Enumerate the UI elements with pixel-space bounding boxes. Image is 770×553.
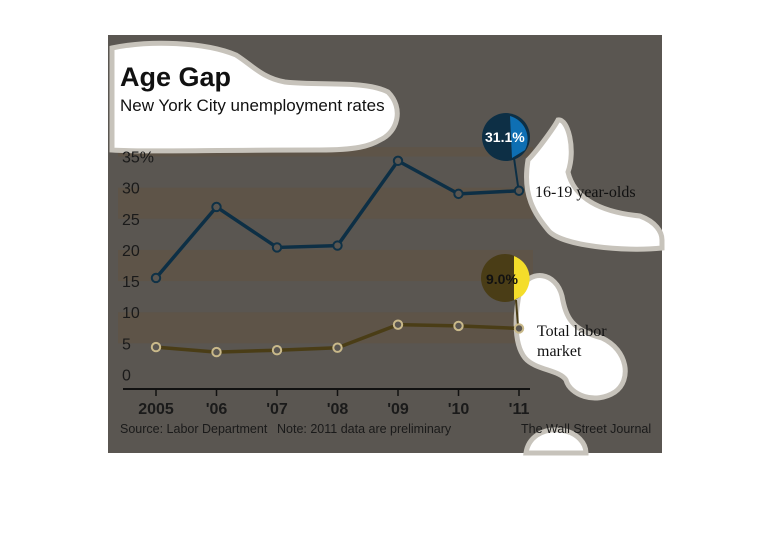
data-point xyxy=(271,345,283,356)
x-tick-label: '07 xyxy=(266,401,288,418)
y-tick-label: 5 xyxy=(122,336,131,353)
white-blobs xyxy=(109,40,665,456)
data-point xyxy=(392,155,404,167)
callout-total-label: 9.0% xyxy=(486,271,518,287)
data-point xyxy=(453,188,464,200)
y-tick-label: 25 xyxy=(122,212,140,229)
chart-subtitle: New York City unemployment rates xyxy=(120,96,385,115)
callout-total-pointer xyxy=(515,299,519,327)
y-tick-label: 35% xyxy=(122,150,154,167)
series-layer xyxy=(150,155,525,358)
stripe-band-1 xyxy=(118,249,533,282)
x-tick-label: '08 xyxy=(327,401,349,418)
data-point xyxy=(211,201,222,213)
y-tick-label: 30 xyxy=(122,181,140,198)
x-axis-labels: 2005 '06 '07 '08 '09 '10 '11 xyxy=(138,401,529,418)
data-point xyxy=(271,242,283,253)
y-tick-label: 10 xyxy=(122,305,140,322)
callout-teen-pointer xyxy=(513,157,519,187)
data-point xyxy=(332,342,343,353)
bottom-blob xyxy=(523,427,589,456)
tan-label-blob xyxy=(513,273,628,401)
callout-total-accent xyxy=(514,256,530,300)
data-point xyxy=(332,240,343,251)
callout-teen: 31.1% xyxy=(482,113,530,187)
x-tick-label: '09 xyxy=(387,401,409,418)
callout-teen-accent xyxy=(510,116,528,158)
data-note: Note: 2011 data are preliminary xyxy=(277,422,452,436)
y-tick-label: 20 xyxy=(122,243,140,260)
x-tick-label: 2005 xyxy=(138,401,174,418)
x-tick-label: '10 xyxy=(448,401,470,418)
data-point xyxy=(453,320,464,332)
data-point xyxy=(392,319,404,330)
data-point xyxy=(150,272,162,284)
x-tick-label: '11 xyxy=(509,401,530,418)
callout-teen-label: 31.1% xyxy=(485,129,525,145)
x-tick-label: '06 xyxy=(206,401,228,418)
source-note: Source: Labor Department xyxy=(120,422,268,436)
data-point xyxy=(211,346,222,358)
series-label-teen: 16-19 year-olds xyxy=(535,184,636,201)
data-point xyxy=(513,323,525,334)
blue-label-blob xyxy=(524,117,665,252)
y-axis-labels: 35% 30 25 20 15 10 5 0 xyxy=(122,150,154,385)
x-axis-ticks xyxy=(155,389,520,396)
callout-total: 9.0% xyxy=(481,254,530,327)
y-tick-label: 15 xyxy=(122,274,140,291)
data-point xyxy=(513,185,525,196)
chart-title: Age Gap xyxy=(120,62,231,92)
title-blob xyxy=(109,40,400,154)
y-tick-label: 0 xyxy=(122,368,131,385)
series-label-total: Total labor market xyxy=(537,323,611,360)
series-label-total-line2: market xyxy=(537,343,582,360)
series-label-total-line1: Total labor xyxy=(537,323,607,340)
credit-note: The Wall Street Journal xyxy=(521,422,651,436)
data-point xyxy=(150,341,162,353)
